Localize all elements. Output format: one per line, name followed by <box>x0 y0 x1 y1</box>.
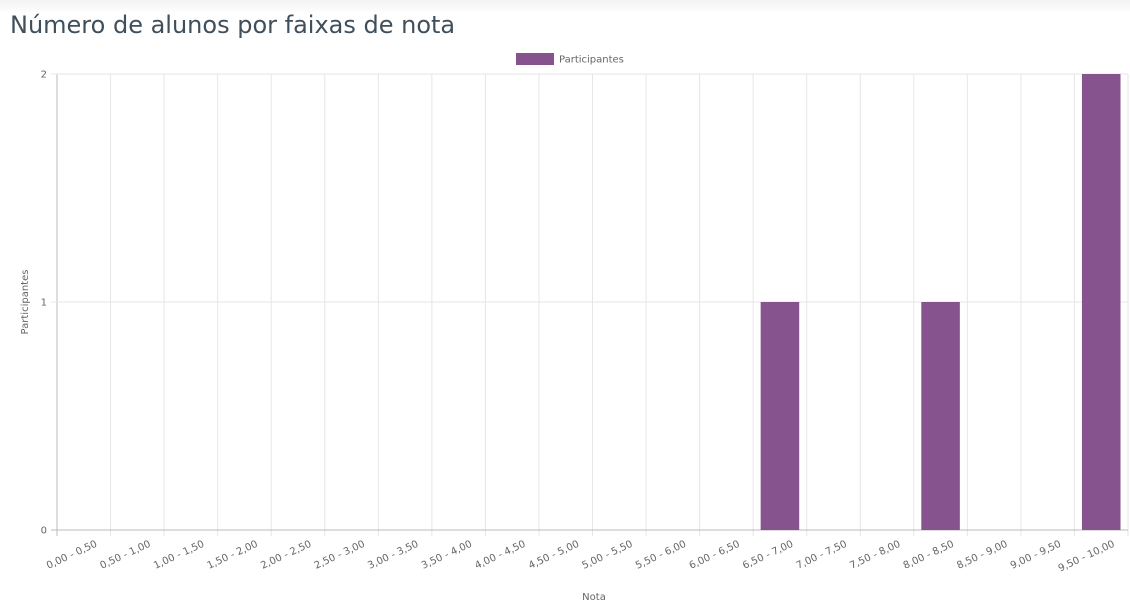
x-tick-label: 1,00 - 1,50 <box>152 539 206 572</box>
bar <box>760 302 800 530</box>
x-tick-label: 8,00 - 8,50 <box>902 539 956 572</box>
bar <box>921 302 960 530</box>
x-tick-label: 3,00 - 3,50 <box>366 539 420 572</box>
x-tick-label: 4,50 - 5,00 <box>527 539 581 572</box>
x-tick-label: 5,50 - 6,00 <box>634 539 688 572</box>
x-tick-label: 6,00 - 6,50 <box>688 539 742 572</box>
chart-title: Número de alunos por faixas de nota <box>10 11 455 39</box>
x-tick-label: 4,00 - 4,50 <box>473 539 527 572</box>
bar <box>1081 74 1121 530</box>
legend-swatch <box>516 53 554 65</box>
x-tick-label: 8,50 - 9,00 <box>955 539 1009 572</box>
x-tick-label: 6,50 - 7,00 <box>741 539 795 572</box>
x-tick-label: 9,50 - 10,00 <box>1057 539 1117 575</box>
x-tick-label: 0,50 - 1,00 <box>99 539 153 572</box>
x-tick-label: 1,50 - 2,00 <box>206 539 260 572</box>
x-tick-label: 2,00 - 2,50 <box>259 539 313 572</box>
y-tick-label: 2 <box>41 70 47 81</box>
x-tick-label: 2,50 - 3,00 <box>313 539 367 572</box>
x-axis-label: Nota <box>582 592 606 603</box>
y-tick-label: 0 <box>41 526 47 537</box>
y-tick-label: 1 <box>41 298 47 309</box>
header-shadow <box>0 0 1130 14</box>
y-axis-label: Participantes <box>20 270 31 335</box>
x-tick-label: 0,00 - 0,50 <box>45 539 99 572</box>
x-tick-label: 7,50 - 8,00 <box>848 539 902 572</box>
x-tick-label: 5,00 - 5,50 <box>581 539 635 572</box>
x-tick-label: 7,00 - 7,50 <box>795 539 849 572</box>
legend-label: Participantes <box>559 55 624 66</box>
x-tick-label: 3,50 - 4,00 <box>420 539 474 572</box>
x-tick-label: 9,00 - 9,50 <box>1009 539 1063 572</box>
